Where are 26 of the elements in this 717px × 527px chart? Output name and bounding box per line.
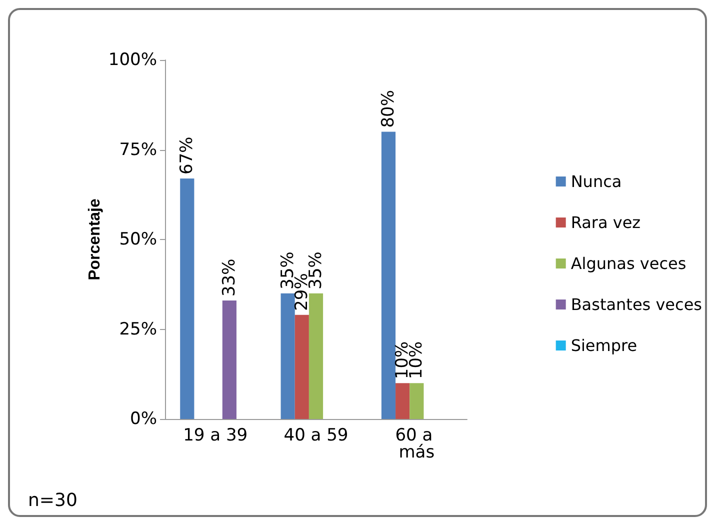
bar	[280, 293, 295, 419]
legend-label: Algunas veces	[570, 254, 686, 273]
legend-label: Bastantes veces	[570, 295, 702, 314]
y-tick-label: 0%	[130, 409, 157, 429]
bar	[222, 300, 236, 419]
x-tick-label: 19 a 39	[183, 426, 248, 446]
text: n=30	[28, 490, 78, 511]
y-axis-title: Porcentaje	[86, 198, 104, 280]
y-tick-label: 50%	[119, 230, 157, 250]
x-tick-label: 40 a 59	[284, 426, 348, 446]
legend-label: Nunca	[570, 172, 622, 191]
bar	[180, 178, 194, 419]
bar	[294, 314, 309, 419]
y-tick-label: 25%	[119, 319, 157, 340]
y-tick-label: 100%	[108, 50, 157, 70]
legend-label: Rara vez	[570, 213, 641, 232]
bar	[308, 293, 324, 419]
bar	[410, 383, 424, 419]
data-label: 33%	[219, 258, 240, 297]
data-label: 67%	[177, 136, 198, 174]
bar	[396, 383, 410, 419]
bar	[381, 132, 396, 419]
x-tick-label: 60 a más	[395, 426, 438, 462]
y-tick-label: 75%	[119, 140, 157, 160]
data-label: 80%	[378, 90, 398, 128]
legend-label: Siempre	[570, 336, 638, 355]
